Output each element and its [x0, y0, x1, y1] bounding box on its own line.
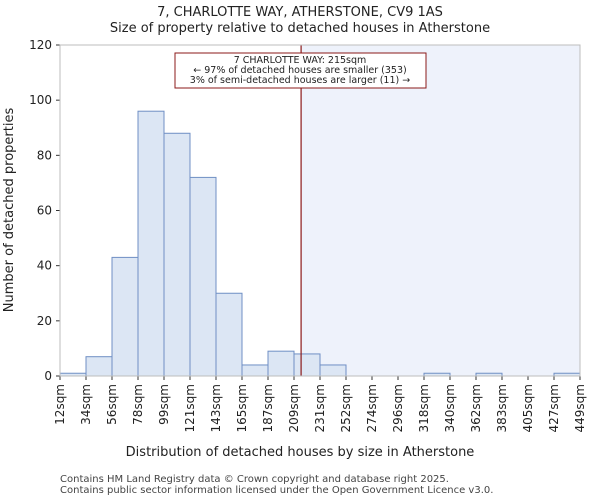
x-tick-label: 274sqm [365, 384, 379, 432]
y-tick-label: 60 [37, 204, 52, 218]
bar-99sqm [163, 132, 191, 377]
bar-121sqm [189, 176, 217, 377]
x-tick-label: 296sqm [391, 384, 405, 432]
x-tick-label: 56sqm [105, 384, 119, 425]
x-tick-label: 362sqm [469, 384, 483, 432]
annotation-line-1: 7 CHARLOTTE WAY: 215sqm [234, 55, 367, 66]
y-tick-label: 80 [37, 148, 52, 162]
x-tick-label: 405sqm [521, 384, 535, 432]
x-tick-label: 34sqm [79, 384, 93, 425]
bar-143sqm [215, 292, 243, 377]
x-tick-label: 209sqm [287, 384, 301, 432]
footer-line-2: Contains public sector information licen… [60, 485, 494, 496]
annotation-box-border [174, 52, 427, 89]
annotation-box: 7 CHARLOTTE WAY: 215sqm ← 97% of detache… [174, 52, 427, 89]
chart-subtitle: Size of property relative to detached ho… [110, 21, 490, 36]
x-tick-label: 121sqm [183, 384, 197, 432]
bar-165sqm [241, 364, 269, 377]
bar-209sqm [293, 353, 321, 377]
y-tick-label: 0 [44, 369, 52, 383]
x-tick-label: 449sqm [573, 384, 587, 432]
plot-frame [59, 44, 581, 377]
x-tick-label: 383sqm [495, 384, 509, 432]
x-tick-label: 165sqm [235, 384, 249, 432]
bar-78sqm [137, 110, 165, 377]
bar-231sqm [319, 364, 347, 377]
x-tick-label: 78sqm [131, 384, 145, 425]
annotation-line-3: 3% of semi-detached houses are larger (1… [190, 75, 410, 86]
x-tick-label: 252sqm [339, 384, 353, 432]
x-axis-label: Distribution of detached houses by size … [126, 445, 475, 460]
y-axis-label: Number of detached properties [2, 108, 17, 313]
x-tick-label: 427sqm [547, 384, 561, 432]
x-tick-label: 340sqm [443, 384, 457, 432]
x-tick-label: 99sqm [157, 384, 171, 425]
bar-187sqm [267, 350, 295, 377]
y-tick-label: 100 [29, 93, 52, 107]
bar-56sqm [111, 256, 139, 377]
x-tick-label: 318sqm [417, 384, 431, 432]
chart-title: 7, CHARLOTTE WAY, ATHERSTONE, CV9 1AS [157, 5, 443, 20]
x-tick-label: 12sqm [53, 384, 67, 425]
x-tick-label: 231sqm [313, 384, 327, 432]
x-tick-label: 143sqm [209, 384, 223, 432]
larger-region-highlight [301, 45, 580, 376]
footer-line-1: Contains HM Land Registry data © Crown c… [60, 474, 449, 485]
y-tick-label: 40 [37, 259, 52, 273]
annotation-line-2: ← 97% of detached houses are smaller (35… [193, 65, 406, 76]
x-tick-label: 187sqm [261, 384, 275, 432]
bar-34sqm [85, 356, 113, 377]
y-tick-label: 20 [37, 314, 52, 328]
y-tick-label: 120 [29, 38, 52, 52]
